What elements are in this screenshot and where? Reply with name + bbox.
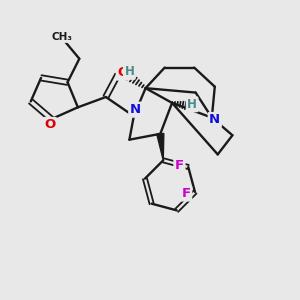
Text: O: O	[44, 118, 56, 131]
Text: F: F	[175, 159, 184, 172]
Text: H: H	[187, 98, 197, 111]
Text: F: F	[182, 187, 191, 200]
Text: N: N	[130, 103, 141, 116]
Text: H: H	[124, 65, 134, 79]
Polygon shape	[157, 134, 164, 160]
Text: N: N	[209, 113, 220, 127]
Text: O: O	[117, 66, 128, 79]
Text: CH₃: CH₃	[51, 32, 72, 42]
